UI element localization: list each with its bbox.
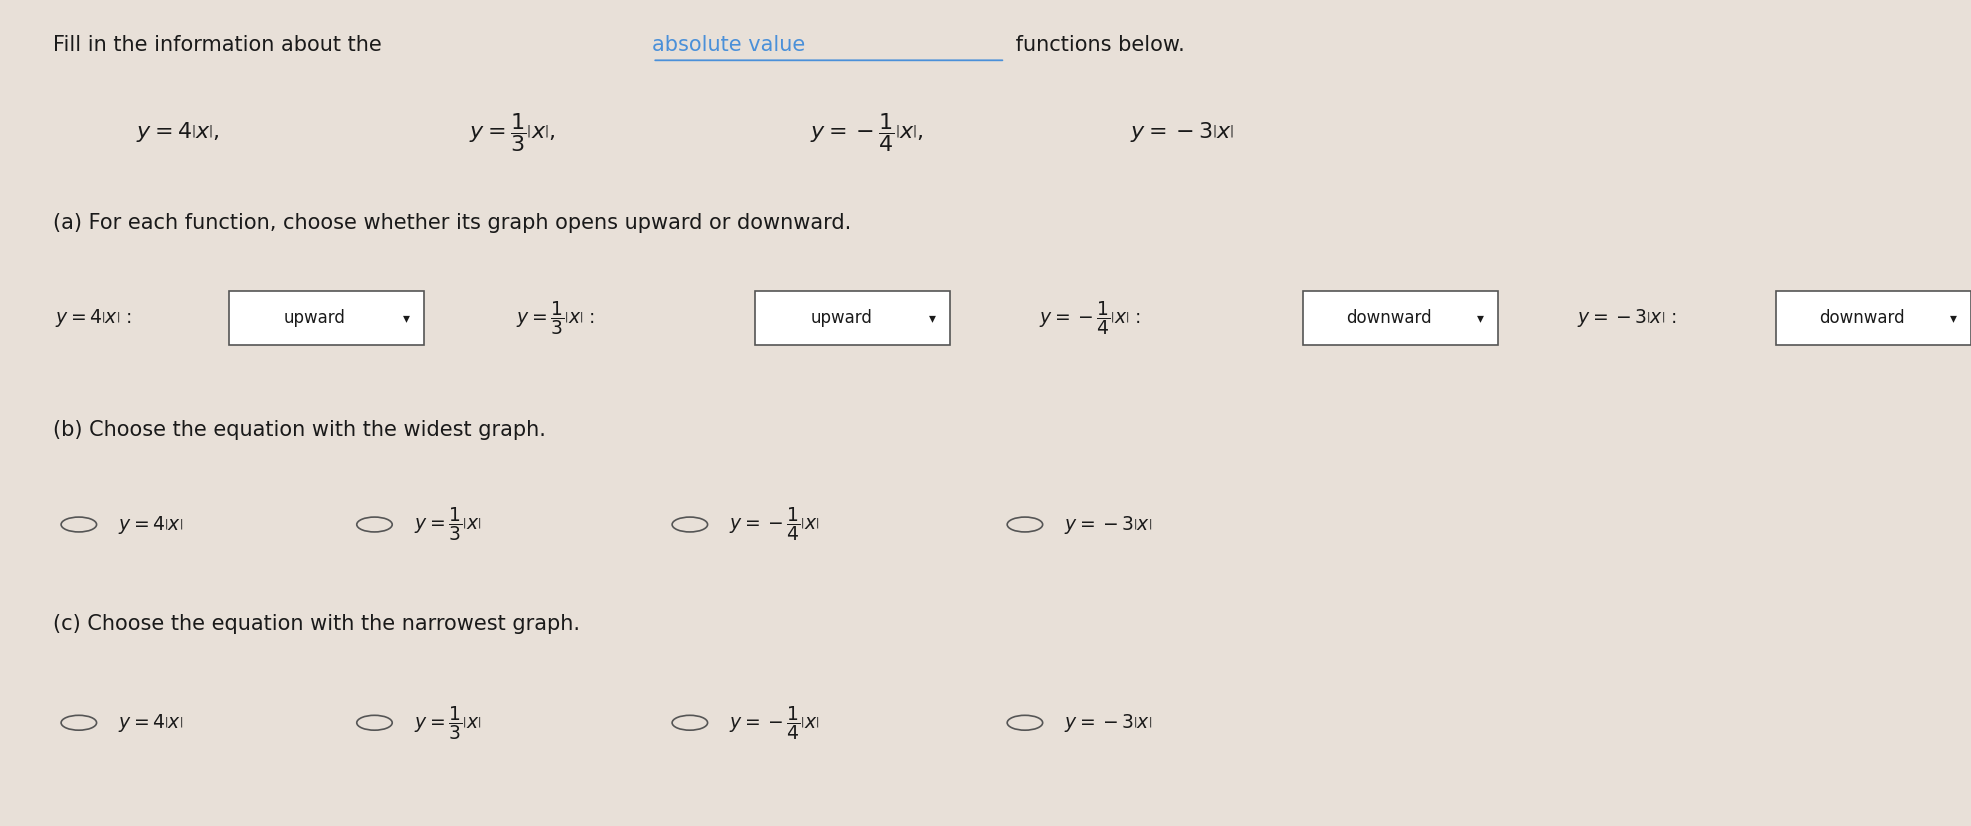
Text: (c) Choose the equation with the narrowest graph.: (c) Choose the equation with the narrowe… bbox=[53, 614, 579, 634]
Text: $y = 4\left|x\right|,$: $y = 4\left|x\right|,$ bbox=[136, 120, 219, 145]
Text: $y = 4\left|x\right|$ :: $y = 4\left|x\right|$ : bbox=[55, 307, 132, 329]
Text: functions below.: functions below. bbox=[1009, 36, 1185, 55]
FancyBboxPatch shape bbox=[229, 291, 424, 345]
Text: (a) For each function, choose whether its graph opens upward or downward.: (a) For each function, choose whether it… bbox=[53, 213, 851, 233]
Text: downward: downward bbox=[1819, 309, 1906, 327]
Text: $y = 4\left|x\right|$: $y = 4\left|x\right|$ bbox=[118, 514, 183, 535]
Text: upward: upward bbox=[810, 309, 871, 327]
Text: $y = -3\left|x\right|$: $y = -3\left|x\right|$ bbox=[1064, 514, 1153, 535]
Text: $y = \dfrac{1}{3}\left|x\right|$: $y = \dfrac{1}{3}\left|x\right|$ bbox=[414, 704, 481, 742]
Text: $y = -3\left|x\right|$ :: $y = -3\left|x\right|$ : bbox=[1577, 307, 1677, 329]
Text: $y = 4\left|x\right|$: $y = 4\left|x\right|$ bbox=[118, 712, 183, 733]
Text: $y = \dfrac{1}{3}\left|x\right|,$: $y = \dfrac{1}{3}\left|x\right|,$ bbox=[469, 111, 556, 154]
Text: ▾: ▾ bbox=[1476, 311, 1484, 325]
Text: $y = -3\left|x\right|$: $y = -3\left|x\right|$ bbox=[1064, 712, 1153, 733]
Text: $y = -3\left|x\right|$: $y = -3\left|x\right|$ bbox=[1131, 120, 1234, 145]
FancyBboxPatch shape bbox=[1776, 291, 1971, 345]
Text: downward: downward bbox=[1346, 309, 1433, 327]
Text: $y = -\dfrac{1}{4}\left|x\right|$: $y = -\dfrac{1}{4}\left|x\right|$ bbox=[729, 704, 820, 742]
Text: $y = \dfrac{1}{3}\left|x\right|$: $y = \dfrac{1}{3}\left|x\right|$ bbox=[414, 506, 481, 544]
Text: $y = -\dfrac{1}{4}\left|x\right|$: $y = -\dfrac{1}{4}\left|x\right|$ bbox=[729, 506, 820, 544]
Text: ▾: ▾ bbox=[1949, 311, 1957, 325]
Text: absolute value: absolute value bbox=[652, 36, 806, 55]
Text: ▾: ▾ bbox=[402, 311, 410, 325]
FancyBboxPatch shape bbox=[755, 291, 950, 345]
Text: $y = -\dfrac{1}{4}\left|x\right|$ :: $y = -\dfrac{1}{4}\left|x\right|$ : bbox=[1039, 299, 1141, 337]
Text: $y = \dfrac{1}{3}\left|x\right|$ :: $y = \dfrac{1}{3}\left|x\right|$ : bbox=[516, 299, 595, 337]
Text: $y = -\dfrac{1}{4}\left|x\right|,$: $y = -\dfrac{1}{4}\left|x\right|,$ bbox=[810, 111, 924, 154]
Text: (b) Choose the equation with the widest graph.: (b) Choose the equation with the widest … bbox=[53, 420, 546, 439]
Text: Fill in the information about the: Fill in the information about the bbox=[53, 36, 388, 55]
FancyBboxPatch shape bbox=[1303, 291, 1498, 345]
Text: ▾: ▾ bbox=[928, 311, 936, 325]
Text: upward: upward bbox=[284, 309, 345, 327]
